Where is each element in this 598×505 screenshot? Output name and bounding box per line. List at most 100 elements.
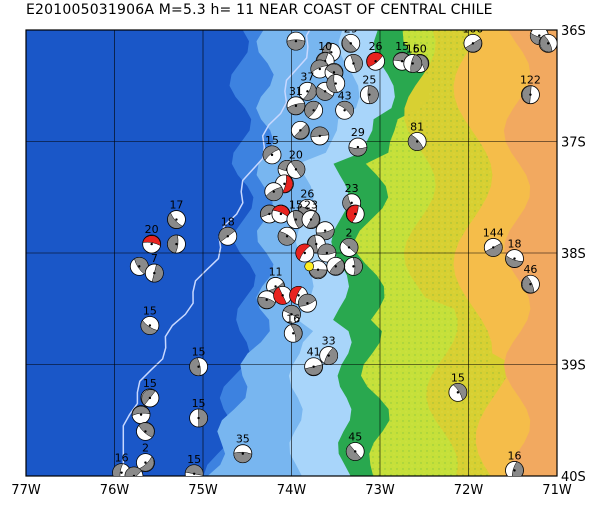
beachball-center [309, 218, 313, 221]
beachball-quadrant [189, 357, 201, 376]
beachball-center [303, 251, 306, 255]
beachball-quadrant [511, 461, 524, 476]
depth-label: 46 [523, 263, 537, 276]
y-tick-label: 38S [561, 247, 586, 262]
focal-mechanism [277, 226, 297, 246]
depth-label: 15 [289, 199, 303, 212]
focal-mechanism: 15 [189, 397, 208, 428]
focal-mechanism: 17 [167, 199, 186, 229]
beachball-center [315, 242, 318, 246]
beachball-center [299, 129, 302, 132]
focal-mechanism: 100 [462, 30, 483, 53]
beachball-center [270, 153, 274, 157]
depth-label: 17 [169, 199, 183, 212]
depth-label: 144 [483, 226, 504, 239]
beachball-center [294, 168, 298, 171]
beachball-center [285, 235, 289, 238]
focal-mechanism: 20 [286, 148, 306, 179]
beachball-quadrant [323, 347, 338, 365]
beachball-center [349, 42, 352, 45]
focal-mechanism: 15 [448, 371, 468, 402]
focal-mechanism [310, 59, 330, 79]
focal-mechanism [264, 182, 284, 202]
depth-label: 15 [395, 40, 409, 53]
beachball-quadrant [329, 259, 345, 276]
beachball-quadrant [304, 364, 323, 376]
depth-label: 20 [145, 223, 159, 236]
beachball-center [374, 60, 377, 63]
graticule [26, 30, 557, 476]
y-tick-label: 39S [561, 359, 586, 374]
depth-label: 50 [413, 42, 427, 55]
focal-mechanism [273, 285, 293, 305]
focal-mechanism [257, 290, 277, 310]
beachball-quadrant [484, 242, 503, 257]
focal-mechanism: 26 [366, 40, 385, 71]
beachball-quadrant [218, 227, 236, 243]
depth-label: 15 [187, 453, 201, 466]
beachball-center [153, 271, 156, 275]
beachball-quadrant [310, 59, 329, 73]
depth-label: 31 [289, 85, 303, 98]
focal-mechanism: 122 [520, 74, 541, 105]
depth-label: 33 [322, 335, 336, 348]
focal-mechanism [326, 74, 346, 93]
focal-mechanism: 33 [319, 335, 339, 365]
beachball-quadrant [293, 123, 310, 140]
focal-mechanism: 7 [144, 252, 164, 283]
beachball-quadrant [325, 63, 343, 77]
beachball-center [306, 301, 309, 305]
depth-label: 15 [265, 134, 279, 147]
beachball-center [294, 39, 298, 43]
beachball-center [332, 71, 336, 74]
beachball-quadrant [124, 466, 142, 476]
depth-label: 18 [508, 238, 522, 251]
y-tick-label: 37S [561, 136, 586, 151]
focal-mechanism: 18 [218, 215, 238, 246]
focal-mechanism: 46 [521, 263, 540, 294]
depth-label: 81 [410, 121, 424, 134]
beachball-center [290, 313, 293, 316]
focal-mechanism: 16 [505, 449, 524, 476]
beachball-quadrant [337, 101, 354, 117]
beachball-center [330, 51, 333, 54]
focal-mechanism [131, 405, 151, 425]
focal-mechanism: 144 [483, 226, 504, 257]
beachball-quadrant [341, 36, 358, 53]
beachball-center [513, 469, 516, 472]
focal-mechanism [124, 466, 144, 476]
beachball-center [318, 134, 322, 138]
depth-label: 16 [115, 452, 129, 465]
beachball-quadrant [290, 324, 303, 343]
focal-mechanism [310, 126, 330, 146]
beachball-center [292, 332, 295, 335]
beachball-quadrant [539, 35, 553, 53]
depth-label: 23 [345, 182, 359, 195]
beachball-center [274, 285, 277, 288]
focal-mechanism: 18 [505, 238, 524, 268]
depth-label: 15 [143, 304, 157, 317]
depth-label: 26 [369, 40, 383, 53]
depth-label: 20 [289, 148, 303, 161]
beachball-center [144, 461, 147, 464]
depth-label: 37 [300, 70, 314, 83]
beachball-quadrant [185, 464, 204, 476]
beachball-quadrant [233, 451, 253, 463]
depth-label: 2 [142, 442, 149, 455]
beachball-quadrant [352, 257, 363, 276]
beachball-quadrant [302, 83, 317, 101]
beachball-center [334, 265, 337, 268]
beachball-quadrant [521, 85, 532, 104]
beachball-quadrant [131, 405, 151, 416]
beachball-center [192, 472, 196, 475]
beachball-center [538, 34, 541, 37]
depth-label: 122 [520, 74, 541, 87]
focal-mechanism: 16 [403, 42, 423, 73]
beachball-center [279, 212, 283, 216]
focal-mechanism [290, 120, 310, 140]
beachball-center [327, 354, 330, 357]
beachball-quadrant [198, 408, 208, 428]
depth-label: 45 [348, 430, 362, 443]
